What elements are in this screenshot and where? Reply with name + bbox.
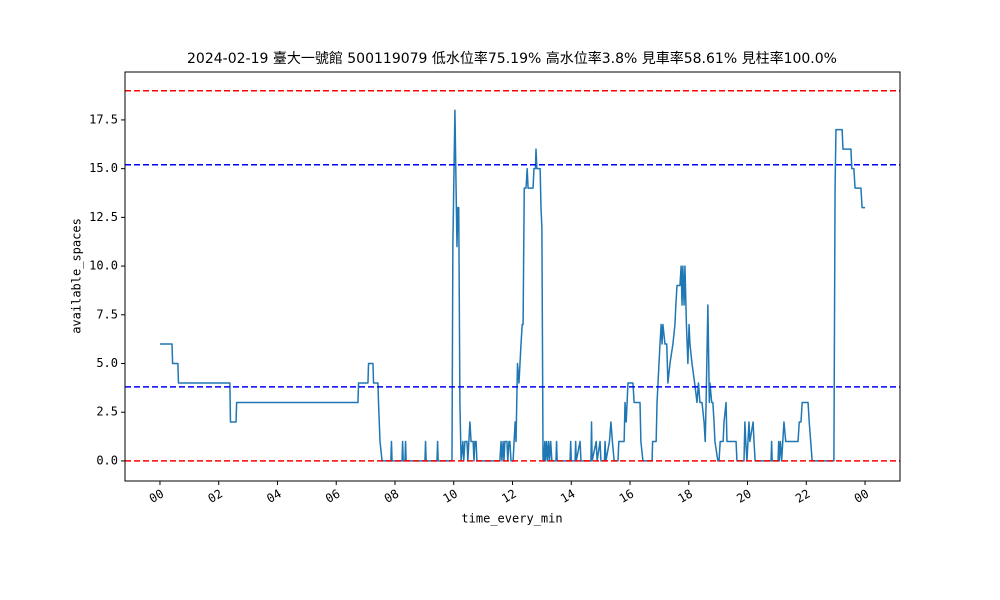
y-tick-label: 0.0 xyxy=(96,453,118,467)
plot-frame xyxy=(124,71,901,482)
x-tick-label: 04 xyxy=(264,487,284,506)
y-tick-label: 12.5 xyxy=(89,210,118,224)
x-tick-label: 00 xyxy=(852,487,872,506)
y-tick-label: 10.0 xyxy=(89,259,118,273)
x-tick-label: 00 xyxy=(147,487,167,506)
y-tick-label: 17.5 xyxy=(89,112,118,126)
x-tick-label: 08 xyxy=(382,487,402,506)
y-axis-label: available_spaces xyxy=(70,218,84,334)
x-tick-label: 18 xyxy=(676,487,696,506)
x-tick-label: 22 xyxy=(793,487,813,506)
x-tick-label: 06 xyxy=(323,487,343,506)
y-tick-label: 7.5 xyxy=(96,307,118,321)
chart-title: 2024-02-19 臺大一號館 500119079 低水位率75.19% 高水… xyxy=(187,50,837,67)
data-line xyxy=(159,109,866,462)
x-tick-label: 12 xyxy=(499,487,519,506)
x-tick-label: 10 xyxy=(440,487,460,506)
x-axis-label: time_every_min xyxy=(461,512,562,526)
x-tick-label: 02 xyxy=(205,487,225,506)
y-tick-label: 2.5 xyxy=(96,405,118,419)
x-tick-label: 14 xyxy=(558,487,578,506)
y-tick-label: 5.0 xyxy=(96,356,118,370)
x-tick-label: 20 xyxy=(734,487,754,506)
x-tick-label: 16 xyxy=(617,487,637,506)
y-tick-label: 15.0 xyxy=(89,161,118,175)
